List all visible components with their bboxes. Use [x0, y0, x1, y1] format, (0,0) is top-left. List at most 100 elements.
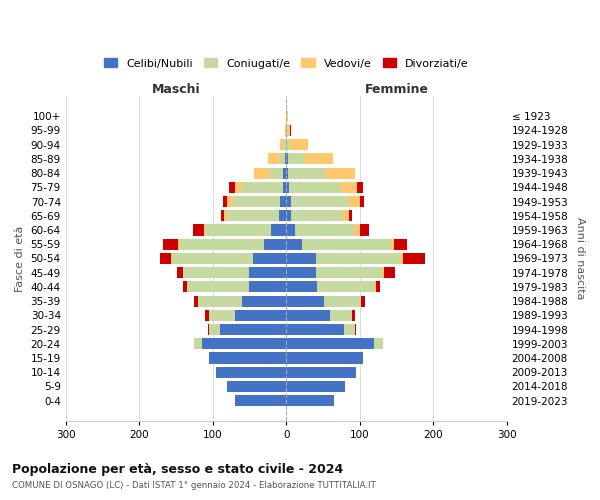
Bar — [235, 182, 242, 193]
Text: Popolazione per età, sesso e stato civile - 2024: Popolazione per età, sesso e stato civil… — [12, 462, 343, 475]
Bar — [280, 196, 286, 207]
Legend: Celibi/Nubili, Coniugati/e, Vedovi/e, Divorziati/e: Celibi/Nubili, Coniugati/e, Vedovi/e, Di… — [102, 56, 470, 71]
Bar — [286, 395, 334, 406]
Bar — [285, 154, 286, 164]
Bar — [242, 296, 286, 306]
Bar — [286, 196, 290, 207]
Bar — [183, 282, 187, 292]
Bar — [221, 210, 224, 222]
Bar — [204, 224, 205, 235]
Bar — [178, 238, 179, 250]
Bar — [290, 210, 342, 222]
Bar — [394, 238, 407, 250]
Bar — [286, 182, 289, 193]
Y-axis label: Anni di nascita: Anni di nascita — [575, 217, 585, 300]
Bar — [302, 238, 391, 250]
Bar — [304, 154, 333, 164]
Bar — [286, 210, 290, 222]
Bar — [357, 182, 362, 193]
Bar — [205, 224, 271, 235]
Bar — [227, 381, 286, 392]
Bar — [287, 154, 304, 164]
Bar — [171, 253, 172, 264]
Bar — [235, 310, 286, 321]
Bar — [344, 324, 355, 335]
Bar — [290, 196, 349, 207]
Bar — [349, 196, 361, 207]
Bar — [400, 253, 403, 264]
Bar — [341, 182, 357, 193]
Bar — [286, 381, 345, 392]
Bar — [209, 310, 235, 321]
Bar — [316, 267, 382, 278]
Bar — [227, 196, 233, 207]
Bar — [208, 324, 209, 335]
Bar — [382, 267, 384, 278]
Bar — [223, 196, 227, 207]
Bar — [269, 168, 283, 178]
Bar — [286, 154, 287, 164]
Bar — [361, 196, 364, 207]
Bar — [279, 154, 285, 164]
Bar — [286, 168, 289, 178]
Bar — [290, 125, 292, 136]
Bar — [352, 310, 355, 321]
Bar — [361, 296, 365, 306]
Bar — [286, 139, 290, 150]
Bar — [242, 182, 283, 193]
Bar — [250, 267, 286, 278]
Bar — [317, 282, 374, 292]
Bar — [253, 253, 286, 264]
Text: COMUNE DI OSNAGO (LC) - Dati ISTAT 1° gennaio 2024 - Elaborazione TUTTITALIA.IT: COMUNE DI OSNAGO (LC) - Dati ISTAT 1° ge… — [12, 481, 376, 490]
Bar — [286, 324, 344, 335]
Bar — [235, 395, 286, 406]
Bar — [193, 224, 204, 235]
Bar — [271, 224, 286, 235]
Bar — [285, 125, 286, 136]
Bar — [179, 238, 264, 250]
Bar — [325, 168, 355, 178]
Bar — [233, 196, 280, 207]
Bar — [209, 324, 220, 335]
Y-axis label: Fasce di età: Fasce di età — [15, 225, 25, 292]
Bar — [286, 296, 325, 306]
Bar — [384, 267, 395, 278]
Bar — [289, 168, 325, 178]
Bar — [202, 338, 286, 349]
Bar — [342, 210, 349, 222]
Bar — [284, 139, 286, 150]
Bar — [331, 310, 352, 321]
Bar — [283, 182, 286, 193]
Bar — [286, 238, 302, 250]
Bar — [194, 338, 202, 349]
Bar — [316, 253, 400, 264]
Bar — [289, 182, 341, 193]
Bar — [254, 168, 269, 178]
Bar — [374, 338, 383, 349]
Bar — [349, 210, 352, 222]
Bar — [286, 310, 331, 321]
Bar — [286, 125, 290, 136]
Bar — [198, 296, 242, 306]
Bar — [286, 352, 364, 364]
Bar — [286, 110, 287, 122]
Bar — [194, 296, 198, 306]
Bar — [403, 253, 425, 264]
Bar — [279, 210, 286, 222]
Bar — [268, 154, 279, 164]
Bar — [325, 296, 361, 306]
Text: Femmine: Femmine — [364, 84, 428, 96]
Bar — [295, 224, 354, 235]
Bar — [360, 224, 368, 235]
Bar — [391, 238, 394, 250]
Bar — [286, 338, 374, 349]
Bar — [227, 210, 279, 222]
Bar — [355, 324, 356, 335]
Text: Maschi: Maschi — [152, 84, 200, 96]
Bar — [163, 238, 178, 250]
Bar — [286, 224, 295, 235]
Bar — [250, 282, 286, 292]
Bar — [286, 282, 317, 292]
Bar — [376, 282, 380, 292]
Bar — [229, 182, 235, 193]
